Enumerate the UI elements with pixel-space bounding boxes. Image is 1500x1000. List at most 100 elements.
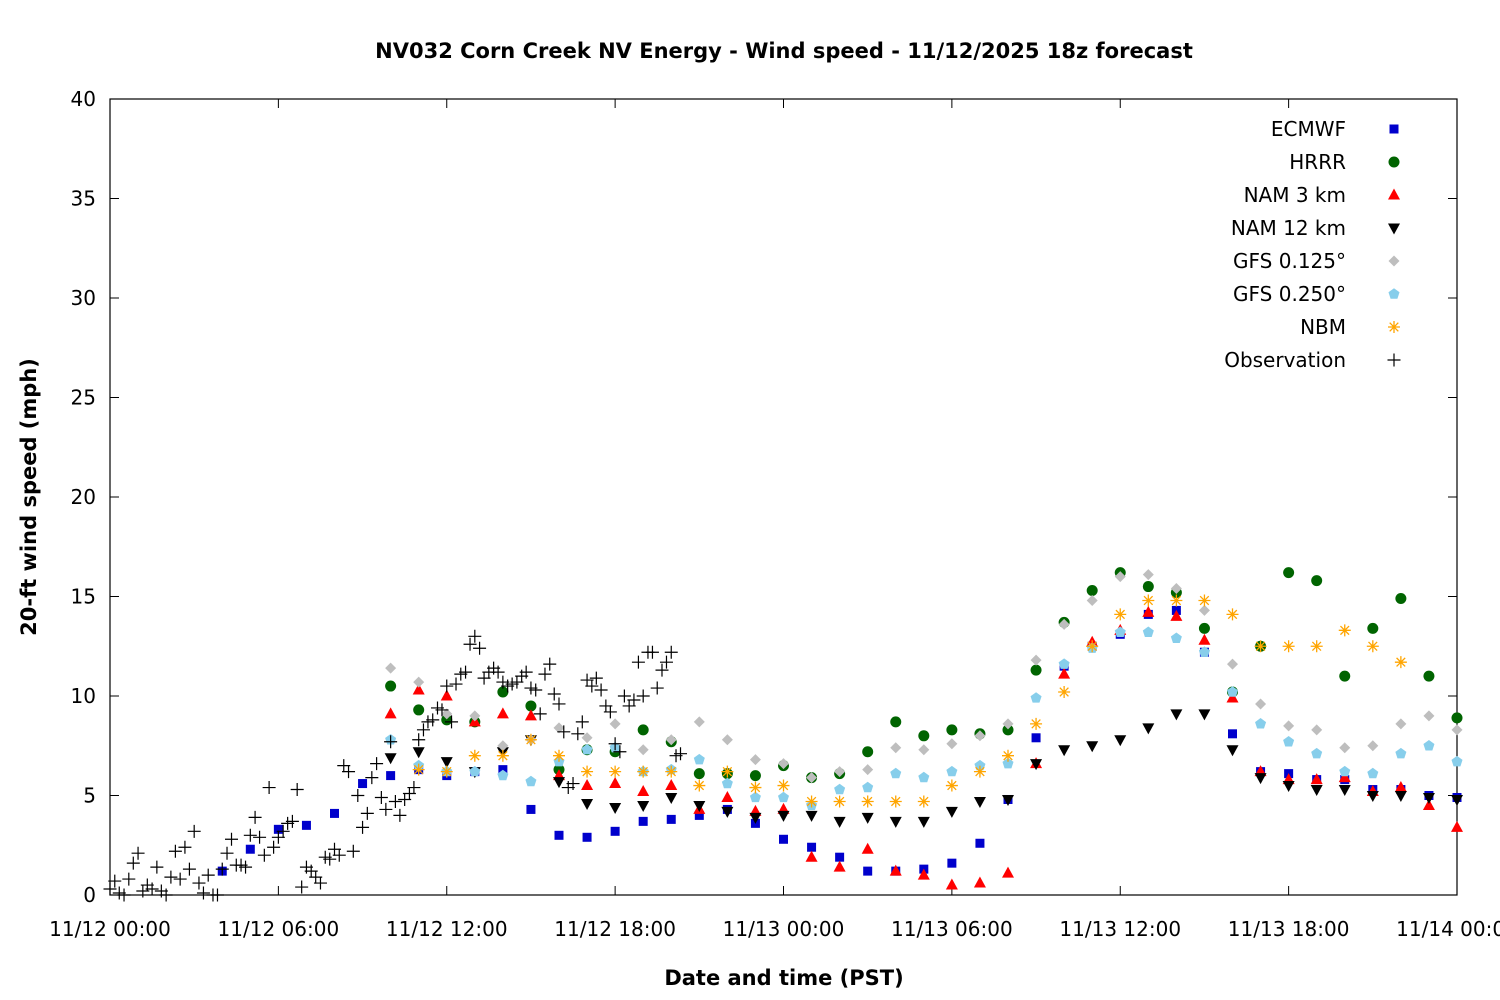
data-point-observation	[164, 870, 178, 884]
data-point-observation	[384, 735, 398, 749]
data-point-gfs-0-250	[1423, 739, 1435, 751]
data-point-observation	[150, 860, 164, 874]
data-point-nbm	[1338, 624, 1351, 637]
data-point-observation	[145, 882, 159, 896]
data-point-observation	[416, 723, 430, 737]
data-point-observation	[412, 733, 426, 747]
data-point-nam-12-km	[973, 796, 986, 808]
data-point-ecmwf	[694, 810, 704, 820]
y-tick-label: 35	[71, 187, 96, 211]
data-point-nam-12-km	[1058, 745, 1071, 757]
data-point-observation	[178, 840, 192, 854]
data-point-observation	[346, 844, 360, 858]
data-point-gfs-0-125	[1002, 718, 1014, 730]
legend-marker-gfs-0-125	[1388, 255, 1400, 267]
data-point-nbm	[609, 765, 622, 778]
data-point-hrrr	[890, 716, 902, 728]
y-axis: 0 5 10 15 20 25 30 35 40	[71, 87, 1457, 907]
series-gfs-0-250	[385, 626, 1463, 811]
data-point-nbm	[861, 795, 874, 808]
data-point-gfs-0-125	[1255, 698, 1267, 710]
data-point-nam-3-km	[440, 689, 453, 701]
data-point-nbm	[637, 765, 650, 778]
data-point-gfs-0-125	[1339, 742, 1351, 754]
data-point-hrrr	[1002, 724, 1014, 736]
data-point-observation	[253, 830, 267, 844]
data-point-gfs-0-250	[1198, 646, 1210, 657]
data-point-observation	[589, 671, 603, 685]
data-point-hrrr	[862, 746, 874, 758]
data-point-gfs-0-125	[1086, 594, 1098, 606]
data-point-observation	[122, 872, 136, 886]
data-point-gfs-0-125	[1142, 569, 1154, 581]
data-point-hrrr	[1311, 575, 1323, 587]
data-point-hrrr	[1086, 585, 1098, 597]
data-point-gfs-0-250	[1058, 658, 1070, 669]
data-point-nbm	[524, 733, 537, 746]
data-point-nbm	[1366, 640, 1379, 653]
data-point-observation	[262, 781, 276, 795]
data-point-gfs-0-125	[806, 772, 818, 784]
legend-marker-hrrr	[1388, 156, 1400, 168]
data-point-gfs-0-250	[581, 743, 593, 755]
data-point-gfs-0-250	[1255, 718, 1267, 729]
data-point-observation	[388, 794, 402, 808]
data-point-nam-12-km	[917, 816, 930, 828]
data-point-nbm	[1142, 594, 1155, 607]
y-tick-label: 40	[71, 87, 96, 111]
data-point-ecmwf	[947, 858, 957, 868]
y-tick-label: 30	[71, 286, 96, 310]
data-point-nbm	[1394, 656, 1407, 669]
data-point-gfs-0-250	[974, 759, 986, 771]
data-point-nbm	[889, 795, 902, 808]
data-point-gfs-0-125	[1283, 720, 1295, 732]
data-point-observation	[159, 888, 173, 902]
y-tick-label: 5	[83, 784, 96, 808]
data-point-observation	[659, 655, 673, 669]
series-observation	[103, 629, 688, 902]
data-point-observation	[131, 846, 145, 860]
data-point-gfs-0-125	[441, 708, 453, 720]
data-point-observation	[445, 715, 459, 729]
x-tick-label: 11/13 06:00	[891, 917, 1013, 941]
legend-label-nam-12-km: NAM 12 km	[1231, 216, 1346, 240]
legend-marker-ecmwf	[1389, 124, 1399, 134]
data-point-nbm	[440, 765, 453, 778]
data-point-ecmwf	[835, 852, 845, 862]
data-point-observation	[631, 655, 645, 669]
data-point-nbm	[1282, 640, 1295, 653]
series-gfs-0-125	[385, 569, 1463, 784]
data-point-nbm	[1086, 640, 1099, 653]
y-tick-label: 20	[71, 485, 96, 509]
x-tick-label: 11/12 00:00	[49, 917, 171, 941]
legend-marker-gfs-0-250	[1388, 288, 1400, 299]
data-point-nam-12-km	[1030, 759, 1043, 771]
series-layer	[103, 567, 1463, 902]
data-point-observation	[290, 783, 304, 797]
data-point-observation	[435, 703, 449, 717]
data-point-nbm	[917, 795, 930, 808]
data-point-nam-3-km	[384, 707, 397, 719]
data-point-gfs-0-125	[1170, 583, 1182, 595]
data-point-observation	[182, 862, 196, 876]
data-point-observation	[187, 824, 201, 838]
data-point-gfs-0-125	[413, 676, 425, 688]
data-point-ecmwf	[610, 826, 620, 836]
data-point-observation	[440, 679, 454, 693]
data-point-observation	[407, 781, 421, 795]
data-point-hrrr	[497, 686, 509, 698]
series-nbm	[412, 594, 1407, 808]
data-point-gfs-0-125	[1030, 654, 1042, 666]
data-point-observation	[571, 727, 585, 741]
data-point-observation	[617, 689, 631, 703]
data-point-nam-12-km	[665, 792, 678, 804]
data-point-ecmwf	[386, 771, 396, 781]
data-point-gfs-0-125	[1058, 618, 1070, 630]
data-point-observation	[201, 868, 215, 882]
data-point-nam-12-km	[1338, 785, 1351, 797]
data-point-nam-12-km	[861, 812, 874, 824]
data-point-nam-3-km	[496, 707, 509, 719]
data-point-hrrr	[749, 770, 761, 782]
data-point-gfs-0-125	[890, 742, 902, 754]
data-point-observation	[543, 657, 557, 671]
